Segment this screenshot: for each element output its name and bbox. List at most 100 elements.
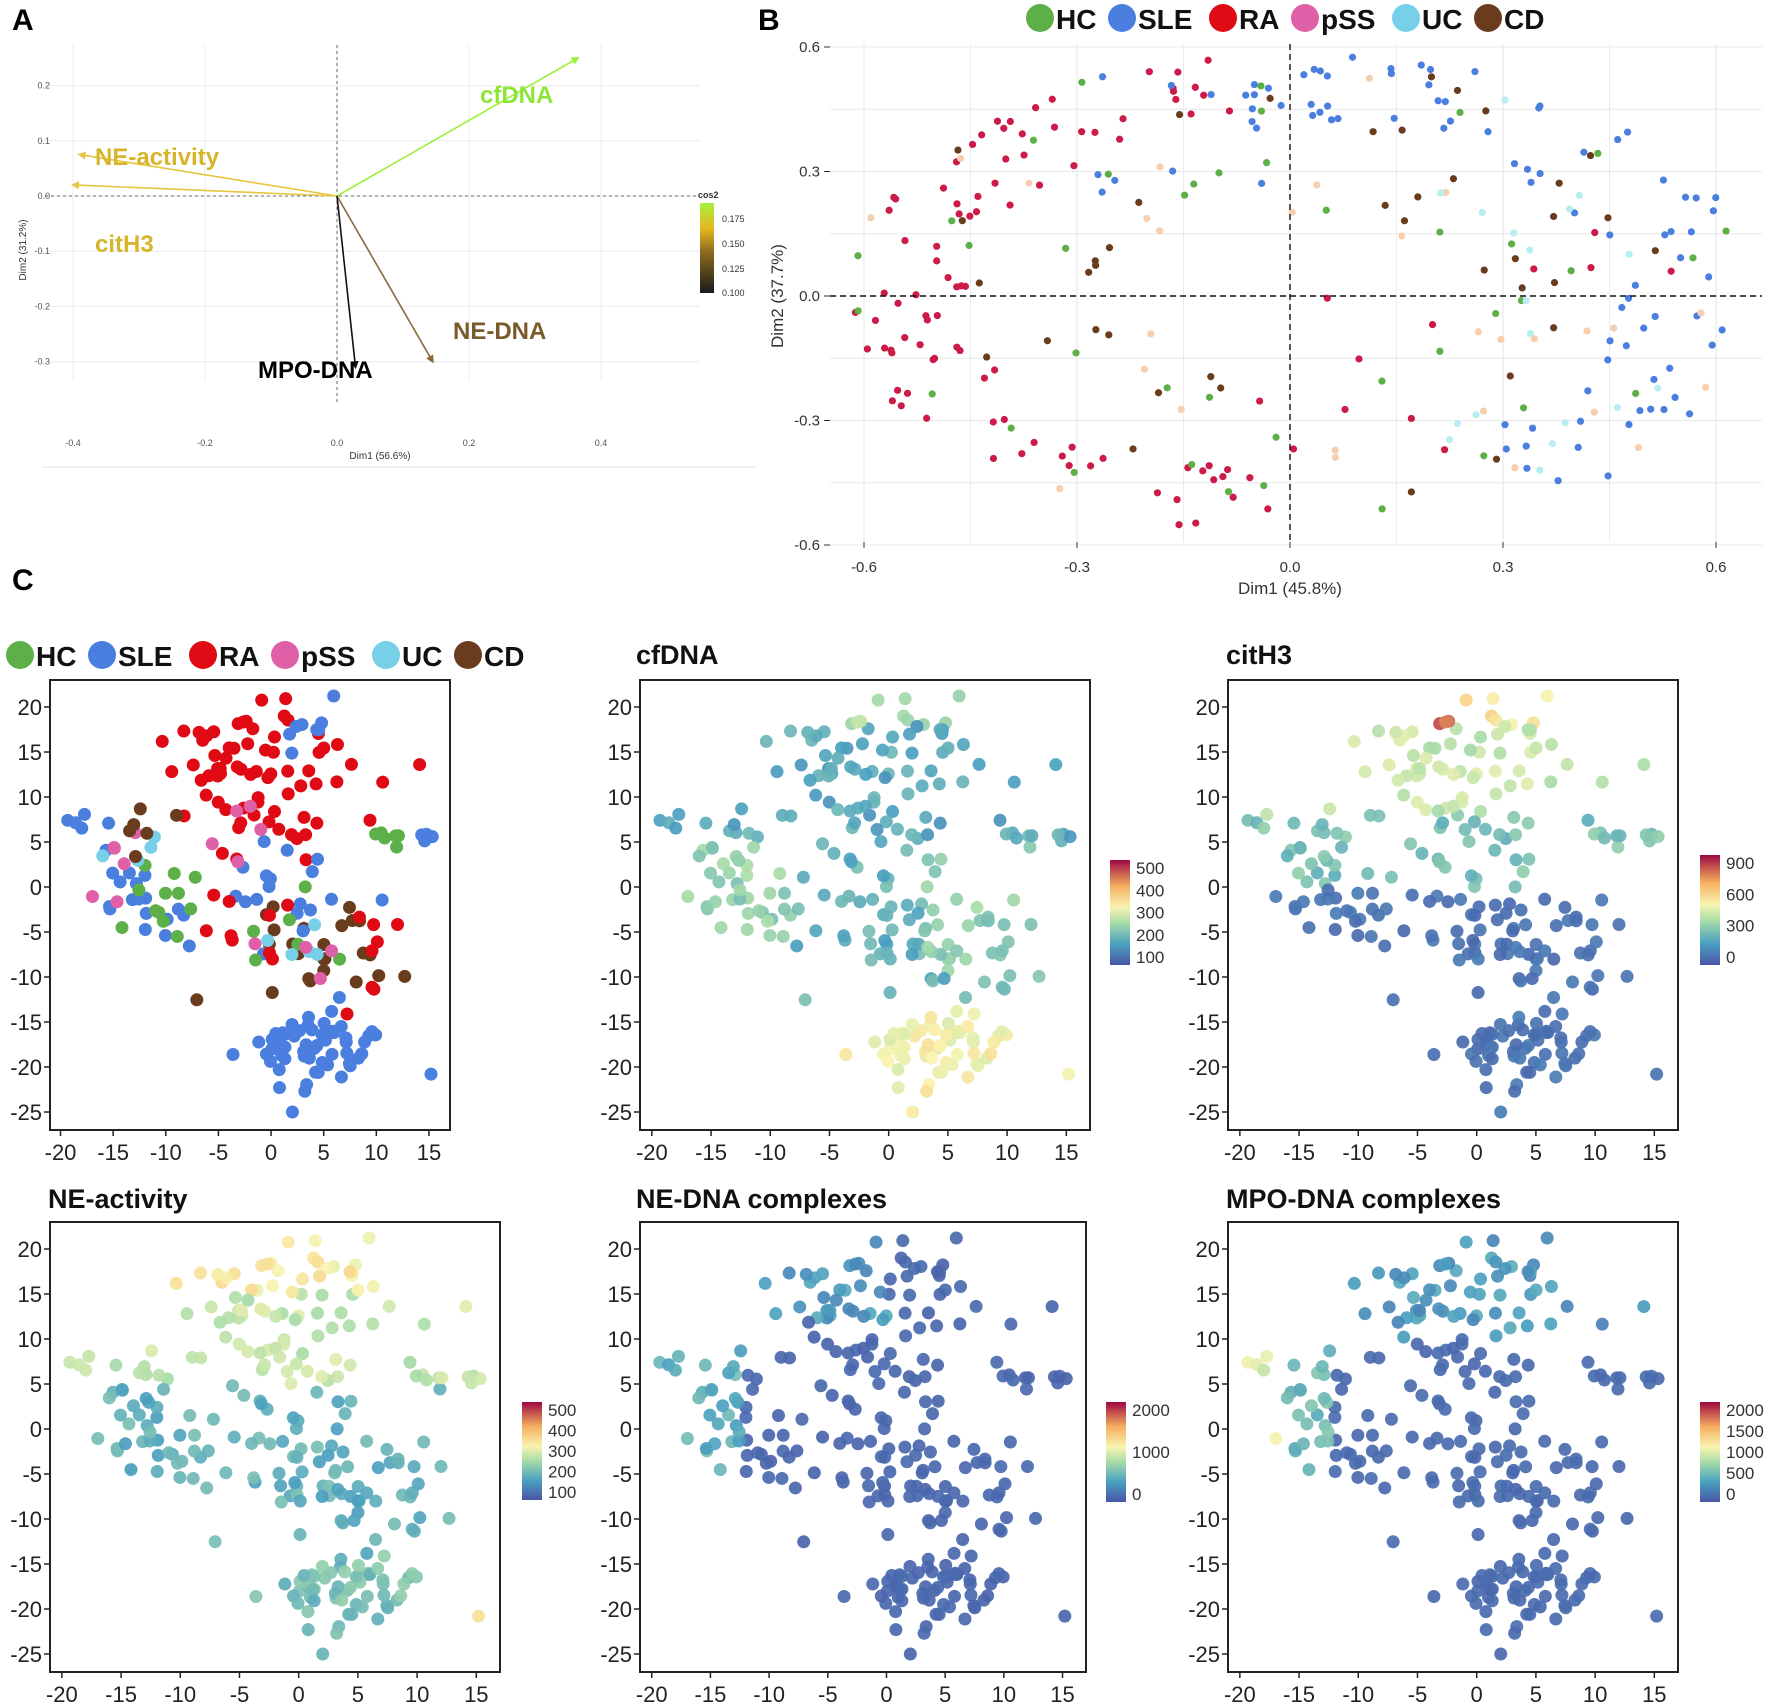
data-point	[1417, 61, 1425, 69]
data-point	[433, 1382, 447, 1396]
data-point	[1020, 151, 1028, 159]
data-point	[398, 969, 412, 983]
data-point	[190, 993, 204, 1007]
y-tick-label: -0.6	[794, 537, 820, 554]
data-point	[864, 953, 878, 967]
x-tick-label: -20	[1224, 1682, 1256, 1705]
data-point	[207, 888, 221, 902]
data-point	[1175, 110, 1184, 119]
data-point	[1412, 761, 1426, 775]
data-point	[1522, 852, 1536, 866]
tsne-plot-c6: MPO-DNA complexes-20 -15 -10 -5 0 5 10 15201510…	[1188, 1184, 1764, 1705]
data-point	[473, 1372, 487, 1386]
data-point	[1425, 929, 1439, 943]
data-point	[928, 865, 942, 879]
data-point	[333, 952, 347, 966]
data-point	[933, 816, 947, 830]
data-point	[149, 904, 163, 918]
data-point	[825, 1388, 839, 1402]
data-point	[1407, 414, 1415, 423]
data-point	[739, 1465, 753, 1479]
data-point	[1432, 855, 1446, 869]
legend-tick: 0.125	[722, 264, 745, 274]
data-point	[1555, 1549, 1569, 1563]
data-point	[1310, 866, 1324, 880]
data-point	[891, 1081, 905, 1095]
data-point	[281, 898, 295, 912]
data-point	[759, 1456, 773, 1470]
data-point	[1597, 1373, 1611, 1387]
plot-frame	[1227, 679, 1679, 1131]
legend-title: cos2	[698, 190, 719, 200]
data-point	[234, 1303, 248, 1317]
data-point	[286, 1411, 300, 1425]
data-point	[184, 902, 198, 916]
data-point	[741, 906, 755, 920]
data-point	[1709, 207, 1717, 215]
data-point	[1525, 972, 1539, 986]
data-point	[1549, 212, 1558, 221]
data-point	[855, 737, 869, 751]
data-point	[307, 1594, 321, 1608]
data-point	[113, 875, 127, 889]
data-point	[728, 1391, 742, 1405]
data-point	[156, 914, 170, 928]
data-point	[265, 952, 279, 966]
data-point	[758, 1276, 772, 1290]
data-point	[1269, 890, 1283, 904]
data-point	[886, 730, 900, 744]
data-point	[1467, 1422, 1481, 1436]
data-point	[1554, 1573, 1568, 1587]
data-point	[1516, 1565, 1530, 1579]
data-point	[990, 1355, 1004, 1369]
data-point	[300, 1364, 314, 1378]
data-point	[249, 953, 263, 967]
data-point	[299, 1038, 313, 1052]
data-point	[1492, 309, 1500, 318]
data-point	[1555, 179, 1563, 187]
data-point	[1321, 1425, 1335, 1439]
data-point	[1467, 1357, 1481, 1371]
data-point	[798, 993, 812, 1007]
data-point	[703, 1408, 717, 1422]
data-point	[1597, 831, 1611, 845]
data-point	[1300, 71, 1308, 79]
data-point	[1428, 321, 1437, 329]
data-point	[1660, 405, 1668, 414]
tsne-plot-c5: NE-DNA complexes-20 -15 -10 -5 0 5 10 152015105…	[600, 1184, 1170, 1705]
data-point	[1697, 309, 1705, 317]
data-point	[133, 802, 147, 816]
data-point	[954, 1280, 968, 1294]
data-point	[1098, 188, 1106, 196]
data-point	[966, 212, 974, 220]
data-point	[1550, 324, 1558, 332]
color-bar	[1700, 1402, 1720, 1502]
data-point	[1510, 160, 1519, 168]
data-point	[1003, 969, 1017, 983]
data-point	[921, 1552, 935, 1566]
data-point	[1639, 828, 1653, 842]
data-point	[735, 802, 749, 816]
data-point	[1317, 849, 1331, 863]
data-point	[1572, 1047, 1586, 1061]
data-point	[1398, 232, 1406, 240]
data-point	[1436, 228, 1444, 236]
data-point	[1361, 1408, 1375, 1422]
data-point	[1398, 126, 1406, 134]
data-point	[1348, 914, 1362, 928]
data-point	[1474, 805, 1488, 819]
data-point	[1547, 952, 1561, 966]
data-point	[303, 903, 317, 917]
data-point	[835, 1471, 849, 1485]
data-point	[926, 903, 940, 917]
data-point	[299, 828, 313, 842]
data-point	[254, 1397, 268, 1411]
legend-marker	[1392, 4, 1420, 32]
data-point	[881, 1528, 895, 1542]
x-tick-label: 0.4	[595, 438, 608, 448]
data-point	[295, 1465, 309, 1479]
data-point	[972, 757, 986, 771]
data-point	[796, 870, 810, 884]
data-point	[1250, 80, 1259, 89]
data-point	[1604, 214, 1612, 222]
